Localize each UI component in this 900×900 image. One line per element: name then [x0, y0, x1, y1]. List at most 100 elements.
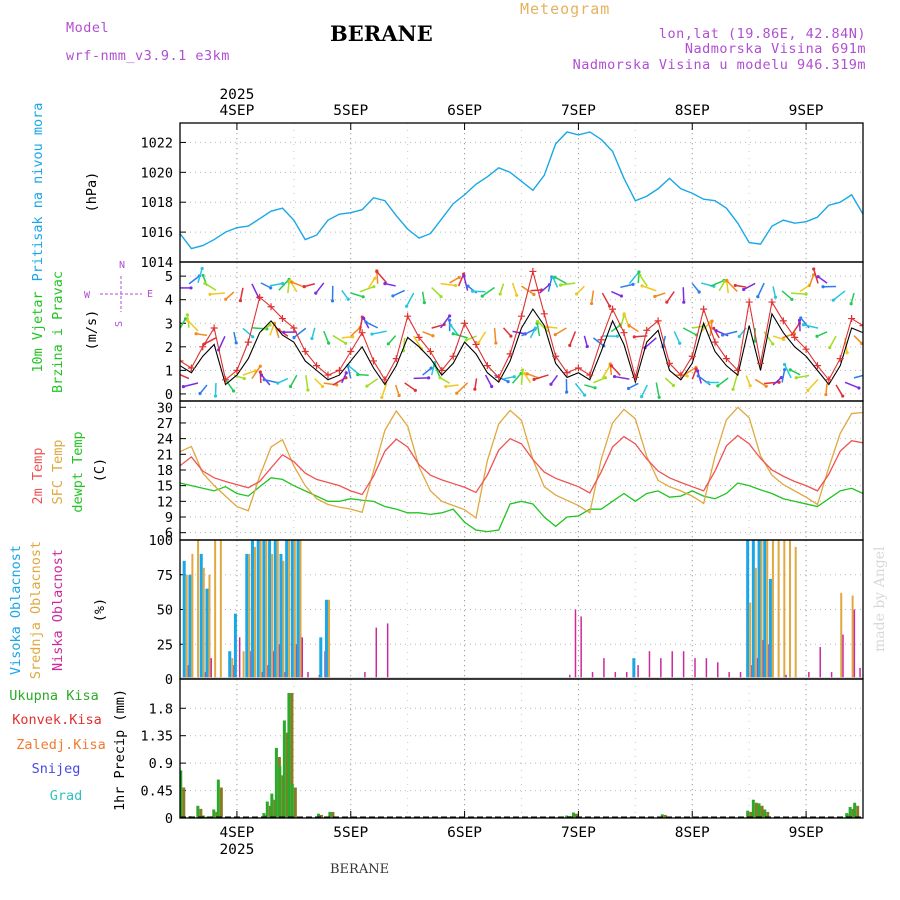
precip-conv-bar-17 [575, 813, 579, 818]
ytick-label-4-1: 0.45 [140, 784, 173, 800]
temp-line-t2m [180, 434, 863, 496]
precip-total-bar-12 [287, 693, 291, 818]
unit-cloud: (%) [92, 598, 108, 622]
wind-arrow-head-0-23 [375, 270, 379, 274]
wind-arrow-0-66 [772, 286, 777, 298]
ytick-label-2-2: 12 [157, 494, 173, 510]
wind-arrow-head-0-5 [208, 292, 212, 296]
wind-speed-line [180, 308, 863, 386]
year-top: 2025 [219, 87, 254, 103]
gust-mark-51 [757, 359, 765, 367]
wind-arrow-head-0-56 [682, 300, 686, 304]
wind-arrow-2-71 [807, 378, 819, 391]
wind-arrow-head-0-20 [372, 285, 376, 289]
precip-conv-bar-21 [754, 802, 758, 818]
wind-arrow-head-0-45 [575, 292, 579, 296]
wind-arrow-head-0-32 [462, 274, 466, 278]
ytick-label-1-5: 5 [165, 269, 173, 285]
wind-arrow-0-48 [611, 290, 622, 297]
precip-conv-bar-8 [273, 799, 277, 818]
wind-arrow-0-63 [735, 284, 747, 288]
wind-arrow-head-0-54 [653, 294, 657, 299]
ytick-label-4-3: 1.35 [140, 729, 173, 745]
wind-arrow-2-47 [601, 364, 611, 379]
ytick-label-4-2: 0.9 [149, 756, 173, 772]
wind-arrow-0-69 [799, 284, 810, 293]
wind-arrow-head-1-34 [477, 341, 481, 345]
precip-total-bar-24 [845, 813, 849, 818]
wind-arrow-head-0-62 [725, 279, 729, 283]
wind-arrow-2-66 [772, 377, 782, 386]
wind-arrow-head-2-34 [490, 384, 494, 389]
precip-total-bar-15 [328, 811, 332, 818]
cloud-high-bar-14 [262, 540, 266, 679]
wind-arrow-head-1-36 [509, 334, 513, 338]
wind-arrow-0-64 [743, 282, 756, 291]
wind-arrow-0-61 [725, 280, 729, 294]
precip-total-bar-5 [216, 779, 220, 818]
precip-conv-bar-4 [215, 811, 219, 818]
wind-arrow-0-56 [682, 287, 685, 303]
precip-total-bar-21 [751, 799, 755, 818]
gust-mark-40 [631, 373, 639, 381]
wind-arrow-0-6 [225, 291, 235, 300]
cloud-low-bar-61 [830, 672, 833, 679]
wind-arrow-0-19 [350, 292, 364, 298]
wind-arrow-head-1-72 [815, 334, 819, 338]
wind-arrow-1-17 [332, 334, 347, 344]
wind-arrow-head-1-6 [234, 341, 238, 345]
wind-arrow-head-2-64 [764, 384, 768, 388]
wind-arrow-0-16 [315, 282, 325, 294]
ylabel-t2m: 2m Temp [30, 448, 46, 505]
precip-total-bar-2 [196, 805, 200, 818]
gust-mark-22 [426, 348, 434, 356]
precip-total-bar-8 [270, 793, 274, 818]
gust-mark-57 [825, 376, 833, 384]
wind-arrow-0-53 [641, 285, 657, 292]
wind-arrow-head-2-10 [259, 373, 264, 377]
coordinates: lon,lat (19.86E, 42.84N) [658, 26, 866, 42]
wind-arrow-1-24 [387, 335, 397, 345]
wind-arrow-2-54 [664, 377, 674, 387]
wind-arrow-1-26 [413, 335, 423, 350]
wind-arrow-head-2-24 [397, 393, 401, 398]
wind-arrow-1-72 [816, 331, 828, 337]
wind-arrow-head-2-65 [777, 380, 781, 384]
wind-arrow-head-0-24 [383, 282, 387, 286]
gust-mark-53 [779, 317, 787, 325]
wind-arrow-head-1-3 [194, 332, 198, 336]
wind-arrow-2-69 [789, 369, 801, 376]
wind-arrow-head-2-14 [306, 388, 310, 392]
wind-arrow-head-1-75 [860, 341, 863, 346]
ytick-label-1-4: 4 [165, 293, 173, 309]
wind-arrow-head-0-33 [466, 284, 470, 288]
wind-arrow-2-45 [584, 384, 596, 389]
ylabel-pressure: Pritisak na nivou mora [30, 103, 46, 282]
wind-arrow-2-1 [180, 373, 190, 380]
gust-mark-0 [180, 357, 184, 365]
wind-arrow-2-52 [640, 384, 648, 397]
gust-mark-9 [278, 315, 286, 323]
cloud-mid-bar-0 [185, 574, 188, 679]
ylabel-cloud-high: Visoka Oblacnost [8, 545, 24, 675]
wind-arrow-head-2-38 [520, 368, 525, 372]
cloud-mid-bar-6 [219, 540, 222, 679]
cloud-high-bar-16 [273, 540, 277, 679]
gust-mark-47 [711, 338, 719, 346]
gust-mark-42 [654, 317, 662, 325]
wind-arrow-head-0-52 [638, 273, 642, 278]
wind-arrow-head-1-39 [533, 326, 538, 330]
xlabel-bottom-3: 7SEP [561, 825, 596, 841]
cloud-mid-bar-63 [851, 595, 854, 679]
wind-arrow-head-1-61 [714, 329, 718, 333]
wind-arrow-head-0-26 [405, 304, 409, 308]
cloud-high-bar-24 [319, 637, 323, 679]
wind-arrow-head-2-25 [413, 388, 417, 392]
gust-mark-46 [700, 305, 708, 313]
wind-arrow-head-2-58 [696, 369, 700, 373]
wind-arrow-0-18 [341, 289, 349, 300]
compass-cross [100, 276, 142, 312]
precip-total-bar-6 [262, 813, 266, 818]
wind-arrow-0-10 [269, 282, 283, 287]
cloud-low-bar-39 [637, 665, 639, 679]
